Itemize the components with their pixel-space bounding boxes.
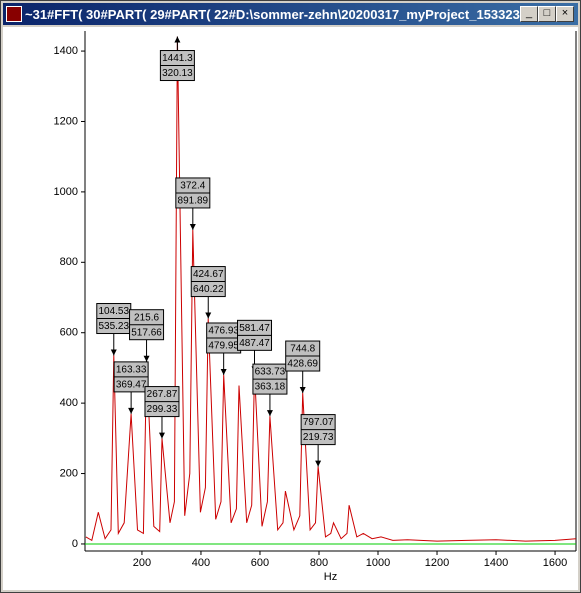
annotation-label: 535.23 (98, 321, 129, 332)
annotation-label: 163.33 (116, 365, 147, 376)
peak-annotation: 797.07 219.73 (300, 414, 336, 467)
annotation-arrowhead (205, 312, 212, 319)
annotation-label: 424.67 (193, 269, 224, 280)
annotation-label: 640.22 (193, 284, 224, 295)
annotation-label: 517.66 (131, 327, 162, 338)
annotation-arrowhead (189, 223, 196, 230)
annotation-label: 633.73 (255, 367, 286, 378)
x-tick-label: 1200 (425, 557, 449, 569)
annotation-label: 797.07 (303, 417, 334, 428)
annotation-label: 744.8 (290, 344, 315, 355)
annotation-label: 369.47 (116, 380, 147, 391)
annotation-label: 363.18 (255, 382, 286, 393)
peak-annotation: 424.67 640.22 (190, 266, 226, 319)
annotation-arrowhead (315, 460, 322, 467)
annotation-arrowhead (143, 355, 150, 362)
annotation-label: 581.47 (239, 323, 270, 334)
chart: 0 200 400 600 800 1000 1200 1400 200 400 600 800 100… (3, 27, 578, 590)
y-tick-label: 1400 (54, 45, 78, 57)
peak-annotation: 744.8 428.69 (285, 340, 321, 394)
y-tick-label: 1200 (54, 115, 78, 127)
annotation-label: 1441.3 (162, 53, 193, 64)
x-tick-label: 600 (251, 557, 269, 569)
annotation-arrowhead (174, 36, 181, 43)
peak-annotation: 163.33 369.47 (113, 361, 149, 414)
peak-annotation: 267.87 299.33 (144, 386, 180, 439)
app-icon[interactable] (6, 6, 22, 22)
close-button[interactable]: × (556, 6, 574, 22)
y-tick-label: 600 (60, 327, 78, 339)
title-bar: ~31#FFT( 30#PART( 29#PART( 22#D:\sommer-… (3, 3, 578, 25)
spectrum-line (85, 36, 577, 542)
annotation-label: 215.6 (134, 312, 159, 323)
minimize-button[interactable]: _ (520, 6, 538, 22)
peak-annotation: 581.47 487.47 (237, 319, 273, 373)
annotation-label: 267.87 (147, 389, 178, 400)
annotation-label: 479.95 (208, 341, 239, 352)
annotation-arrowhead (128, 407, 135, 414)
annotation-label: 219.73 (303, 432, 334, 443)
y-tick-label: 0 (72, 538, 78, 550)
annotation-arrowhead (220, 368, 227, 375)
annotation-label: 299.33 (147, 404, 178, 415)
x-tick-label: 400 (192, 557, 210, 569)
x-axis-label: Hz (324, 571, 337, 583)
maximize-button[interactable]: □ (538, 6, 556, 22)
x-tick-label: 200 (133, 557, 151, 569)
annotation-arrowhead (110, 349, 117, 356)
plot-background (3, 27, 578, 590)
annotation-label: 891.89 (178, 196, 209, 207)
window-title: ~31#FFT( 30#PART( 29#PART( 22#D:\sommer-… (25, 7, 531, 22)
x-tick-label: 1000 (366, 557, 390, 569)
x-tick-label: 800 (310, 557, 328, 569)
annotation-arrowhead (158, 432, 165, 439)
x-tick-label: 1400 (484, 557, 508, 569)
y-tick-label: 800 (60, 256, 78, 268)
y-tick-label: 400 (60, 397, 78, 409)
peak-annotation: 215.6 517.66 (129, 309, 165, 362)
annotation-arrowhead (266, 410, 273, 417)
y-tick-label: 1000 (54, 186, 78, 198)
peak-annotation: 476.93 479.95 (206, 322, 242, 375)
y-tick-label: 200 (60, 467, 78, 479)
peak-annotation: 372.4 891.89 (175, 177, 211, 230)
annotation-label: 320.13 (162, 68, 193, 79)
annotation-label: 428.69 (287, 359, 318, 370)
x-tick-label: 1600 (543, 557, 567, 569)
annotation-label: 104.53 (98, 306, 129, 317)
annotation-label: 487.47 (239, 338, 270, 349)
peak-annotation: 633.73 363.18 (252, 363, 288, 417)
annotation-label: 476.93 (208, 326, 239, 337)
annotation-arrowhead (299, 387, 306, 394)
annotation-label: 372.4 (180, 181, 205, 192)
peak-annotation: 1441.3 320.13 (159, 36, 195, 82)
